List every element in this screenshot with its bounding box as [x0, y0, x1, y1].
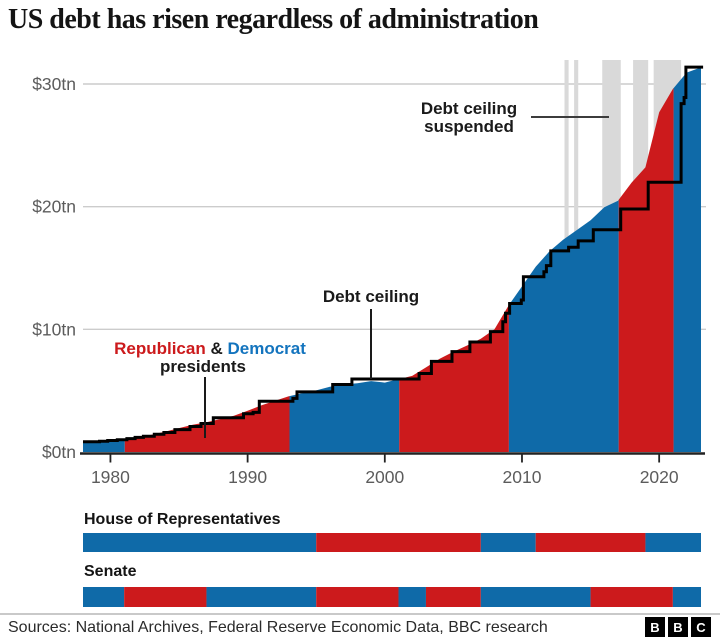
bbc-logo-letter-b1: B: [645, 617, 665, 637]
y-axis-labels: $0tn $10tn $20tn $30tn: [32, 74, 76, 462]
bbc-logo: B B C: [645, 617, 711, 637]
debt-area-democrat: [673, 67, 701, 453]
bbc-logo-letter-c: C: [691, 617, 711, 637]
democrat-label: Democrat: [227, 339, 306, 358]
annotation-debt-ceiling-suspended: Debt ceiling suspended: [388, 100, 550, 135]
house-strip-label: House of Representatives: [84, 511, 281, 528]
annotation-suspended-line1: Debt ceiling: [420, 99, 518, 118]
senate-strip: [83, 587, 701, 607]
senate-strip-segment-republican: [124, 587, 207, 607]
annotation-suspended-line2: suspended: [424, 116, 514, 136]
annotation-presidents: Republican & Democrat presidents: [90, 340, 330, 375]
debt-ceiling-line: [83, 65, 704, 444]
house-strip-segment-democrat: [83, 533, 317, 552]
senate-strip-segment-democrat: [83, 587, 125, 607]
annotation-pointers: [204, 116, 609, 438]
senate-strip-segment-republican: [590, 587, 673, 607]
house-strip-segment-democrat: [480, 533, 536, 552]
y-tick-label: $10tn: [32, 319, 76, 339]
senate-strip-segment-democrat: [480, 587, 591, 607]
house-strip-segment-democrat: [645, 533, 701, 552]
y-tick-label: $30tn: [32, 74, 76, 94]
y-tick-label: $20tn: [32, 197, 76, 217]
debt-area-democrat: [508, 199, 619, 452]
senate-strip-segment-democrat: [206, 587, 317, 607]
y-tick-label: $0tn: [42, 442, 76, 462]
annotation-presidents-line2: presidents: [160, 356, 246, 376]
debt-area-republican: [618, 88, 674, 452]
x-tick-label: 2020: [640, 467, 679, 487]
republican-label: Republican: [114, 339, 206, 358]
x-tick-label: 1980: [91, 467, 130, 487]
bbc-logo-letter-b2: B: [668, 617, 688, 637]
senate-strip-segment-republican: [316, 587, 399, 607]
annotation-debt-ceiling: Debt ceiling: [322, 287, 420, 306]
x-tick-label: 1990: [228, 467, 267, 487]
house-strip-segment-republican: [535, 533, 646, 552]
footer-divider: [0, 613, 720, 615]
ampersand-label: &: [210, 339, 223, 358]
house-strip: [83, 533, 701, 552]
annotation-presidents-line1: Republican & Democrat: [90, 340, 330, 358]
x-tick-label: 2000: [365, 467, 404, 487]
senate-strip-label: Senate: [84, 563, 137, 580]
senate-strip-segment-democrat: [672, 587, 701, 607]
house-strip-segment-republican: [316, 533, 481, 552]
page-title: US debt has risen regardless of administ…: [8, 4, 539, 35]
senate-strip-segment-republican: [425, 587, 481, 607]
x-axis: 1980 1990 2000 2010 2020: [80, 452, 705, 487]
source-line: Sources: National Archives, Federal Rese…: [8, 619, 548, 636]
senate-strip-segment-democrat: [398, 587, 426, 607]
debt-area-democrat: [289, 379, 400, 452]
x-tick-label: 2010: [503, 467, 542, 487]
